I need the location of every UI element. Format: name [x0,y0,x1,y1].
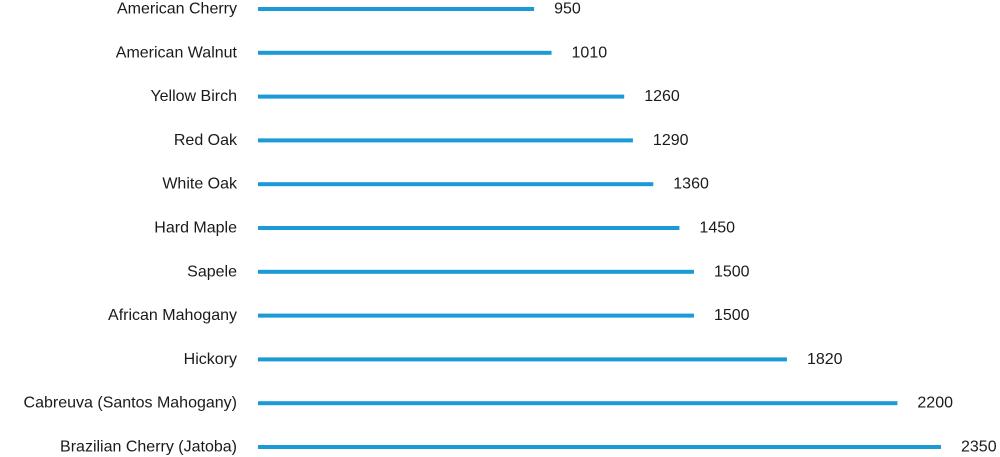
value-label: 1450 [699,220,735,237]
bar [258,313,694,318]
bar [258,226,680,230]
bar-row: Red Oak 1290 [174,132,689,149]
bar-row: American Walnut 1010 [116,44,607,61]
bar-row: Brazilian Cherry (Jatoba) 2350 [60,439,997,456]
bar [258,269,694,274]
bars-layer: American Cherry 950 American Walnut 1010 Yel… [24,1,997,456]
bar [258,138,633,143]
bar [258,50,552,55]
bar-row: White Oak 1360 [162,176,709,193]
bar-row: Hickory 1820 [184,351,843,368]
value-label: 1820 [807,351,843,368]
value-label: 950 [554,1,581,18]
bar [258,357,787,362]
value-label: 2350 [961,439,997,456]
bar [258,445,941,449]
category-label: Brazilian Cherry (Jatoba) [60,439,237,456]
bar-row: Yellow Birch 1260 [150,88,679,105]
value-label: 1500 [714,263,750,280]
category-label: Yellow Birch [150,88,237,105]
category-label: American Cherry [117,1,237,18]
bar-row: Hard Maple 1450 [154,220,735,237]
category-label: Hickory [184,351,237,368]
value-label: 1010 [572,44,608,61]
bar [258,7,535,11]
bar-row: Sapele 1500 [187,263,749,280]
category-label: Red Oak [174,132,238,149]
value-label: 1360 [673,176,709,193]
value-label: 1260 [644,88,680,105]
bar [258,401,898,406]
category-label: Cabreuva (Santos Mahogany) [24,395,237,412]
bar-row: American Cherry 950 [117,1,581,18]
bar-row: African Mahogany 1500 [108,307,750,324]
value-label: 1500 [714,307,750,324]
category-label: Hard Maple [154,220,237,237]
value-label: 2200 [917,395,953,412]
category-label: American Walnut [116,44,238,61]
category-label: White Oak [162,176,238,193]
bar [258,182,654,187]
category-label: African Mahogany [108,307,237,324]
bar-row: Cabreuva (Santos Mahogany) 2200 [24,395,954,412]
value-label: 1290 [653,132,689,149]
bar [258,94,625,99]
category-label: Sapele [187,263,237,280]
